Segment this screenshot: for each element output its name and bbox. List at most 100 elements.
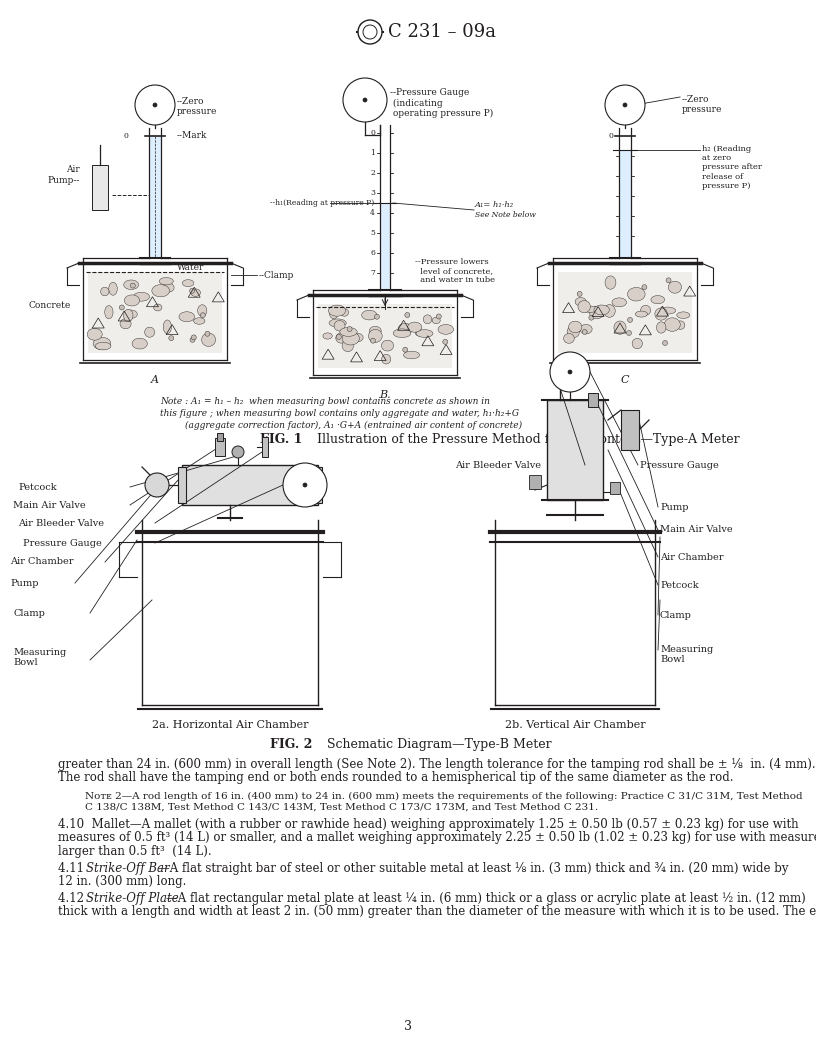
- Ellipse shape: [655, 308, 667, 320]
- Ellipse shape: [124, 295, 140, 306]
- Ellipse shape: [125, 310, 137, 318]
- Ellipse shape: [568, 370, 572, 374]
- Ellipse shape: [370, 326, 381, 336]
- Text: --Pressure lowers
  level of concrete,
  and water in tube: --Pressure lowers level of concrete, and…: [415, 258, 495, 284]
- Ellipse shape: [569, 321, 582, 333]
- Text: A: A: [151, 375, 159, 385]
- Text: 7: 7: [370, 269, 375, 277]
- Text: Strike-Off Bar: Strike-Off Bar: [86, 862, 170, 875]
- Ellipse shape: [405, 313, 410, 318]
- Text: --Pressure Gauge
 (indicating
 operating pressure P): --Pressure Gauge (indicating operating p…: [390, 88, 493, 118]
- Text: this figure ; when measuring bowl contains only aggregate and water, h₁·h₂+G: this figure ; when measuring bowl contai…: [160, 409, 519, 418]
- Ellipse shape: [152, 285, 170, 297]
- Ellipse shape: [403, 347, 408, 352]
- Text: thick with a length and width at least 2 in. (50 mm) greater than the diameter o: thick with a length and width at least 2…: [58, 905, 816, 919]
- Ellipse shape: [623, 103, 627, 107]
- Ellipse shape: [232, 446, 244, 458]
- Ellipse shape: [189, 288, 194, 294]
- Bar: [610, 482, 620, 494]
- Ellipse shape: [676, 321, 685, 329]
- Ellipse shape: [651, 296, 665, 304]
- Ellipse shape: [124, 280, 139, 289]
- Text: Petcock: Petcock: [18, 483, 56, 491]
- Bar: [262, 437, 268, 457]
- Ellipse shape: [163, 320, 171, 334]
- Text: 0: 0: [123, 132, 128, 140]
- Ellipse shape: [104, 305, 113, 319]
- Ellipse shape: [432, 317, 440, 324]
- Ellipse shape: [580, 324, 592, 334]
- Ellipse shape: [550, 352, 590, 392]
- Ellipse shape: [283, 463, 327, 507]
- Bar: [215, 438, 225, 456]
- Ellipse shape: [169, 336, 174, 341]
- Ellipse shape: [404, 352, 419, 359]
- Bar: [314, 467, 322, 503]
- Text: greater than 24 in. (600 mm) in overall length (See Note 2). The length toleranc: greater than 24 in. (600 mm) in overall …: [58, 758, 816, 771]
- Ellipse shape: [589, 315, 594, 320]
- Ellipse shape: [398, 323, 412, 335]
- Ellipse shape: [632, 338, 642, 348]
- Ellipse shape: [578, 301, 591, 313]
- Ellipse shape: [342, 332, 359, 345]
- Ellipse shape: [191, 335, 197, 340]
- Text: B.: B.: [379, 390, 391, 400]
- Ellipse shape: [193, 318, 205, 324]
- Text: —A flat rectangular metal plate at least ¼ in. (6 mm) thick or a glass or acryli: —A flat rectangular metal plate at least…: [166, 892, 805, 905]
- Ellipse shape: [370, 338, 375, 343]
- Text: Water: Water: [177, 264, 204, 272]
- Text: Air Bleeder Valve: Air Bleeder Valve: [18, 518, 104, 528]
- Text: Air Bleeder Valve: Air Bleeder Valve: [455, 460, 541, 470]
- Ellipse shape: [303, 483, 307, 487]
- Bar: [318, 304, 452, 367]
- Ellipse shape: [416, 329, 433, 337]
- Text: --Clamp: --Clamp: [259, 270, 295, 280]
- Ellipse shape: [604, 304, 615, 317]
- Text: FIG. 1: FIG. 1: [260, 433, 303, 446]
- Text: 0: 0: [608, 132, 613, 140]
- Text: FIG. 2: FIG. 2: [270, 738, 313, 751]
- Text: See Note below: See Note below: [475, 211, 536, 219]
- Text: Nᴏᴛᴇ 2—A rod length of 16 in. (400 mm) to 24 in. (600 mm) meets the requirements: Nᴏᴛᴇ 2—A rod length of 16 in. (400 mm) t…: [85, 792, 803, 802]
- Ellipse shape: [382, 354, 391, 364]
- Ellipse shape: [163, 283, 174, 293]
- Bar: [547, 400, 603, 499]
- Bar: [558, 272, 692, 353]
- Ellipse shape: [343, 78, 387, 122]
- Ellipse shape: [642, 285, 647, 289]
- Ellipse shape: [664, 318, 681, 332]
- Ellipse shape: [666, 278, 671, 283]
- Ellipse shape: [567, 326, 579, 338]
- Ellipse shape: [330, 307, 338, 319]
- Ellipse shape: [636, 312, 647, 317]
- Ellipse shape: [329, 305, 346, 316]
- Ellipse shape: [641, 305, 650, 316]
- Text: 3: 3: [404, 1020, 412, 1033]
- Ellipse shape: [575, 298, 587, 306]
- Ellipse shape: [100, 287, 109, 296]
- Text: (aggregate correction factor), A₁ ·G+A (entrained air content of concrete): (aggregate correction factor), A₁ ·G+A (…: [185, 421, 522, 430]
- Ellipse shape: [93, 337, 111, 350]
- Text: Pressure Gauge: Pressure Gauge: [23, 539, 102, 547]
- Text: Pump: Pump: [660, 503, 689, 511]
- Text: Air
Pump--: Air Pump--: [47, 166, 80, 185]
- Ellipse shape: [131, 283, 135, 288]
- Ellipse shape: [352, 334, 363, 342]
- Ellipse shape: [564, 334, 574, 343]
- Ellipse shape: [119, 305, 124, 310]
- Ellipse shape: [582, 329, 588, 335]
- Text: 2b. Vertical Air Chamber: 2b. Vertical Air Chamber: [504, 720, 645, 730]
- Bar: [619, 150, 631, 258]
- Text: 2: 2: [370, 169, 375, 177]
- Text: 0: 0: [370, 129, 375, 137]
- Ellipse shape: [87, 328, 102, 340]
- Ellipse shape: [329, 319, 346, 327]
- Text: h₂ (Reading
at zero
pressure after
release of
pressure P): h₂ (Reading at zero pressure after relea…: [702, 145, 762, 190]
- Text: Main Air Valve: Main Air Valve: [13, 501, 86, 509]
- Ellipse shape: [197, 305, 206, 317]
- Text: measures of 0.5 ft³ (14 L) or smaller, and a mallet weighing approximately 2.25 : measures of 0.5 ft³ (14 L) or smaller, a…: [58, 831, 816, 845]
- Text: A₁= h₁·h₂: A₁= h₁·h₂: [475, 201, 514, 209]
- Text: The rod shall have the tamping end or both ends rounded to a hemispherical tip o: The rod shall have the tamping end or bo…: [58, 772, 734, 785]
- Text: Measuring
Bowl: Measuring Bowl: [13, 648, 66, 667]
- Bar: [621, 410, 639, 450]
